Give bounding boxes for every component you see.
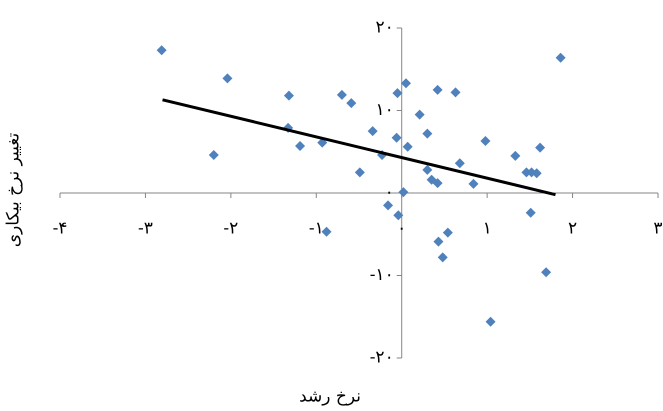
y-tick-label: ۰ (385, 183, 394, 203)
point (451, 87, 461, 97)
point (337, 90, 347, 100)
y-tick-label: -۲۰ (370, 348, 394, 368)
point (209, 150, 219, 160)
x-tick-label: ۰ (397, 219, 406, 239)
x-tick-label: -۳ (138, 219, 153, 239)
point (438, 252, 448, 262)
point (415, 110, 425, 120)
point (222, 73, 232, 83)
point (355, 167, 365, 177)
x-tick-label: ۲ (568, 219, 577, 239)
x-axis-title: نرخ رشد (299, 387, 361, 407)
point (480, 136, 490, 146)
chart: نرخ رشد تغییر نرخ بیکاری -۴-۳-۲-۱۰۱۲۳-۲۰… (0, 0, 663, 411)
point (486, 317, 496, 327)
point (443, 228, 453, 238)
point (510, 151, 520, 161)
point (392, 133, 402, 143)
point (368, 126, 378, 136)
point (346, 98, 356, 108)
point (157, 45, 167, 55)
x-tick-label: -۱ (309, 219, 324, 239)
x-tick-label: -۴ (53, 219, 68, 239)
point (455, 158, 465, 168)
y-tick-label: ۲۰ (375, 18, 393, 38)
x-tick-label: ۱ (483, 219, 492, 239)
point (526, 208, 536, 218)
x-tick-label: ۳ (653, 219, 662, 239)
point (403, 142, 413, 152)
point (468, 179, 478, 189)
page: {"chart_data": {"type": "scatter", "x_la… (0, 0, 663, 411)
y-tick-label: -۱۰ (370, 265, 394, 285)
point (556, 53, 566, 63)
point (422, 129, 432, 139)
point (433, 237, 443, 247)
point (401, 78, 411, 88)
point (392, 88, 402, 98)
point (541, 267, 551, 277)
y-tick-label: ۱۰ (375, 100, 393, 120)
y-axis-title: تغییر نرخ بیکاری (4, 133, 24, 248)
point (535, 143, 545, 153)
trend-line (163, 100, 556, 195)
point (422, 165, 432, 175)
point (433, 85, 443, 95)
x-tick-label: -۲ (223, 219, 238, 239)
point (398, 187, 408, 197)
point (284, 91, 294, 101)
point (295, 141, 305, 151)
